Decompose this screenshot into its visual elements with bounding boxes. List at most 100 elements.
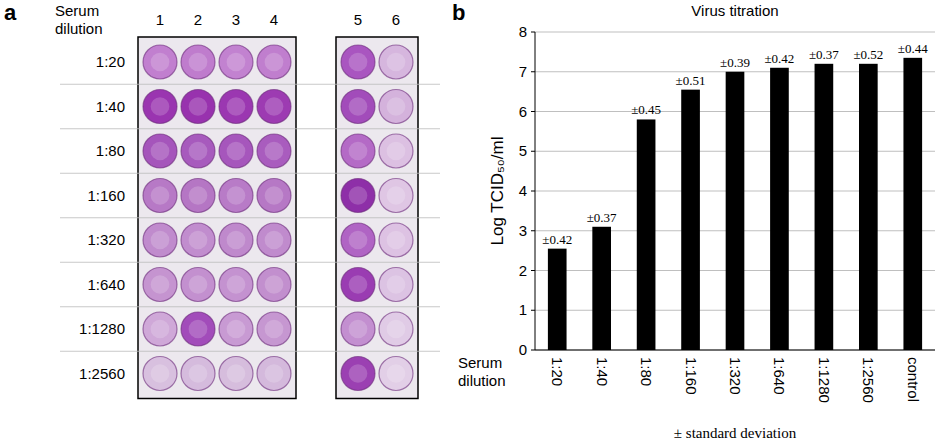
footnote: ± standard deviation	[674, 425, 797, 441]
bar	[592, 227, 611, 350]
well	[143, 90, 177, 124]
well-center	[227, 320, 246, 339]
bars	[548, 58, 922, 350]
error-label: ±0.51	[676, 73, 706, 88]
x-tick-label: 1:160	[683, 357, 700, 395]
panel-letter: b	[452, 0, 465, 25]
well	[341, 223, 375, 257]
column-label: 4	[270, 11, 278, 28]
x-tick-label: 1:40	[594, 357, 611, 386]
x-tick-label: 1:320	[727, 357, 744, 395]
error-label: ±0.37	[587, 210, 617, 225]
tick-mark	[531, 191, 535, 192]
error-label: ±0.45	[631, 102, 661, 117]
well	[219, 268, 253, 302]
y-tick-label: 0	[519, 341, 527, 358]
well	[181, 312, 215, 346]
well	[341, 312, 375, 346]
well	[219, 223, 253, 257]
well	[341, 268, 375, 302]
column-label: 5	[354, 11, 362, 28]
well-center	[349, 364, 368, 383]
column-label: 3	[232, 11, 240, 28]
well-center	[387, 186, 406, 205]
well-center	[151, 186, 170, 205]
well-center	[387, 275, 406, 294]
row-label: 1:640	[87, 276, 125, 293]
well-center	[387, 320, 406, 339]
row-divider	[60, 173, 440, 174]
row-label: 1:40	[96, 98, 125, 115]
well	[181, 179, 215, 213]
tick-mark	[531, 310, 535, 311]
bar	[726, 72, 745, 350]
row-label: 1:2560	[79, 365, 125, 382]
row-divider	[60, 306, 440, 307]
bar	[859, 64, 878, 350]
row-header: Serumdilution	[55, 2, 103, 37]
y-tick-label: 4	[519, 182, 527, 199]
well	[181, 134, 215, 168]
well-center	[387, 142, 406, 161]
well-center	[265, 231, 284, 250]
well-center	[151, 53, 170, 72]
well-center	[265, 320, 284, 339]
well	[143, 179, 177, 213]
well-center	[349, 231, 368, 250]
well	[143, 357, 177, 391]
well	[379, 90, 413, 124]
well	[257, 90, 291, 124]
well-center	[151, 231, 170, 250]
well	[341, 179, 375, 213]
bar	[815, 64, 834, 350]
well	[257, 223, 291, 257]
well-center	[189, 320, 208, 339]
well-center	[189, 53, 208, 72]
y-tick-label: 8	[519, 23, 527, 40]
bar	[637, 119, 656, 350]
well	[257, 357, 291, 391]
x-tick-label: 1:20	[549, 357, 566, 386]
well	[341, 134, 375, 168]
well	[219, 357, 253, 391]
error-label: ±0.52	[853, 47, 883, 62]
well-center	[189, 231, 208, 250]
well-center	[227, 364, 246, 383]
well	[181, 45, 215, 79]
tick-mark	[531, 32, 535, 33]
row-divider	[60, 262, 440, 263]
well-center	[227, 231, 246, 250]
well-center	[349, 53, 368, 72]
error-label: ±0.39	[720, 55, 750, 70]
well-center	[387, 364, 406, 383]
well-center	[349, 97, 368, 116]
column-label: 2	[194, 11, 202, 28]
well-center	[227, 186, 246, 205]
x-tick-label: control	[905, 357, 922, 402]
x-tick-label: 1:640	[771, 357, 788, 395]
well-center	[387, 53, 406, 72]
well	[379, 268, 413, 302]
well-center	[189, 275, 208, 294]
well	[379, 223, 413, 257]
well	[379, 179, 413, 213]
x-tick-label: 1:2560	[860, 357, 877, 403]
y-tick-label: 5	[519, 142, 527, 159]
well-center	[151, 320, 170, 339]
error-label: ±0.44	[898, 41, 928, 56]
well	[379, 312, 413, 346]
well-center	[265, 53, 284, 72]
x-tick-label: 1:1280	[816, 357, 833, 403]
well	[257, 179, 291, 213]
well	[257, 268, 291, 302]
well-center	[189, 97, 208, 116]
grid-line	[535, 32, 935, 33]
well	[181, 223, 215, 257]
well	[257, 134, 291, 168]
y-tick-label: 1	[519, 301, 527, 318]
error-label: ±0.37	[809, 47, 839, 62]
column-label: 6	[392, 11, 400, 28]
well-center	[151, 275, 170, 294]
row-divider	[60, 128, 440, 129]
well-center	[349, 275, 368, 294]
